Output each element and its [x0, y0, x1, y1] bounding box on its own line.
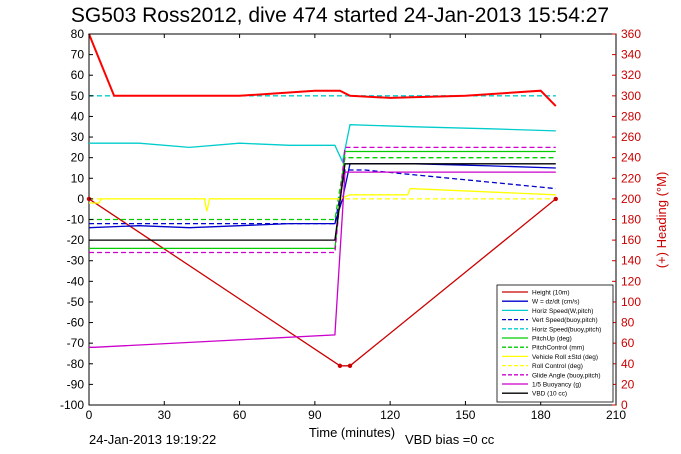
legend-label-height: Height (10m) [532, 290, 570, 297]
plot-area [86, 33, 617, 406]
y-tick-label: 30 [71, 130, 85, 144]
y-right-tick-label: 100 [621, 295, 641, 309]
series-line-w [88, 163, 556, 229]
legend-box [496, 284, 614, 403]
x-axis-label: Time (minutes) [309, 425, 395, 440]
x-tick-label: 90 [308, 408, 322, 422]
y-tick-label: -100 [60, 398, 84, 412]
y-right-tick-label: 300 [621, 89, 641, 103]
y-tick-label: -40 [67, 274, 85, 288]
series-point-height [337, 363, 343, 369]
legend-label-horiz_speed_buoy: Horiz Speed(buoy,pitch) [532, 326, 601, 333]
legend-label-pitch_up: PitchUp (deg) [532, 336, 572, 343]
y-right-tick-label: 160 [621, 233, 641, 247]
x-axis: 0 30 60 90 120 150 180 210 [86, 34, 626, 422]
y-right-tick-label: 60 [621, 336, 635, 350]
y-tick-label: -60 [67, 316, 85, 330]
series-line-heading [88, 33, 557, 107]
y-right-tick-label: 240 [621, 151, 641, 165]
legend-label-buoyancy: 1/5 Buoyancy (g) [532, 382, 581, 389]
chart-title: SG503 Ross2012, dive 474 started 24-Jan-… [71, 4, 609, 27]
y-tick-label: 50 [71, 89, 85, 103]
series-line-vbd [89, 163, 556, 241]
y-tick-label: -30 [67, 254, 85, 268]
x-tick-label: 30 [158, 408, 172, 422]
footer-vbd-bias: VBD bias =0 cc [405, 432, 495, 447]
y-right-tick-label: 320 [621, 68, 641, 82]
y-tick-label: 0 [77, 192, 84, 206]
series-line-horiz_speed [89, 124, 556, 164]
y-right-tick-label: 280 [621, 109, 641, 123]
x-tick-label: 210 [606, 408, 626, 422]
y-tick-label: -80 [67, 357, 85, 371]
x-tick-label: 60 [233, 408, 247, 422]
y-right-tick-label: 20 [621, 377, 635, 391]
y-right-tick-label: 220 [621, 171, 641, 185]
y-tick-label: 80 [71, 27, 85, 41]
y-tick-label: 10 [71, 171, 85, 185]
series-line-pitch_control [89, 157, 556, 221]
legend-label-w: W = dz/dt (cm/s) [532, 299, 580, 306]
y-tick-label: 70 [71, 48, 85, 62]
legend-label-vert_speed_buoy: Vert Speed(buoy,pitch) [532, 317, 598, 324]
footer-timestamp: 24-Jan-2013 19:19:22 [89, 432, 216, 447]
y-tick-label: -70 [67, 336, 85, 350]
y-tick-label: -10 [67, 213, 85, 227]
legend-label-roll_control: Roll Control (deg) [532, 363, 583, 370]
y-axis-right: 3603403203002802602402202001801601401201… [612, 27, 641, 412]
legend-label-roll: Vehicle Roll ±Std (deg) [532, 354, 598, 361]
y-axis-label-right: (+) Heading (°M) [654, 172, 669, 269]
legend-label-horiz_speed: Horiz Speed(W,pitch) [532, 308, 593, 315]
series-line-buoyancy [89, 171, 556, 348]
series-layer [88, 33, 557, 367]
y-tick-label: -20 [67, 233, 85, 247]
series-line-height [88, 198, 557, 367]
y-axis-left: 80 70 60 50 40 30 20 10 0 -10 -20 -30 -40 -50 -60 -70 -8… [60, 27, 93, 412]
y-tick-label: 40 [71, 109, 85, 123]
y-right-tick-label: 120 [621, 274, 641, 288]
y-right-tick-label: 260 [621, 130, 641, 144]
x-tick-label: 0 [86, 408, 93, 422]
y-tick-label: -50 [67, 295, 85, 309]
y-right-tick-label: 180 [621, 213, 641, 227]
series-point-height [347, 363, 353, 369]
y-right-tick-label: 340 [621, 48, 641, 62]
y-tick-label: 60 [71, 68, 85, 82]
x-tick-label: 120 [380, 408, 400, 422]
legend: Height (10m) W = dz/dt (cm/s) Horiz Speed(… [496, 284, 614, 403]
legend-label-pitch_control: PitchControl (mm) [532, 345, 584, 352]
y-tick-label: -90 [67, 377, 85, 391]
y-right-tick-label: 360 [621, 27, 641, 41]
legend-label-glide_angle: Glide Angle (buoy,pitch) [532, 372, 601, 379]
y-right-tick-label: 0 [621, 398, 628, 412]
series-point-height [553, 196, 558, 202]
y-right-tick-label: 200 [621, 192, 641, 206]
y-right-tick-label: 40 [621, 357, 635, 371]
series-line-vert_speed_buoy [89, 169, 556, 225]
x-tick-label: 180 [531, 408, 551, 422]
legend-label-vbd: VBD (10 cc) [532, 391, 567, 398]
x-tick-label: 150 [455, 408, 475, 422]
y-right-tick-label: 80 [621, 316, 635, 330]
y-right-tick-label: 140 [621, 254, 641, 268]
y-tick-label: 20 [71, 151, 85, 165]
